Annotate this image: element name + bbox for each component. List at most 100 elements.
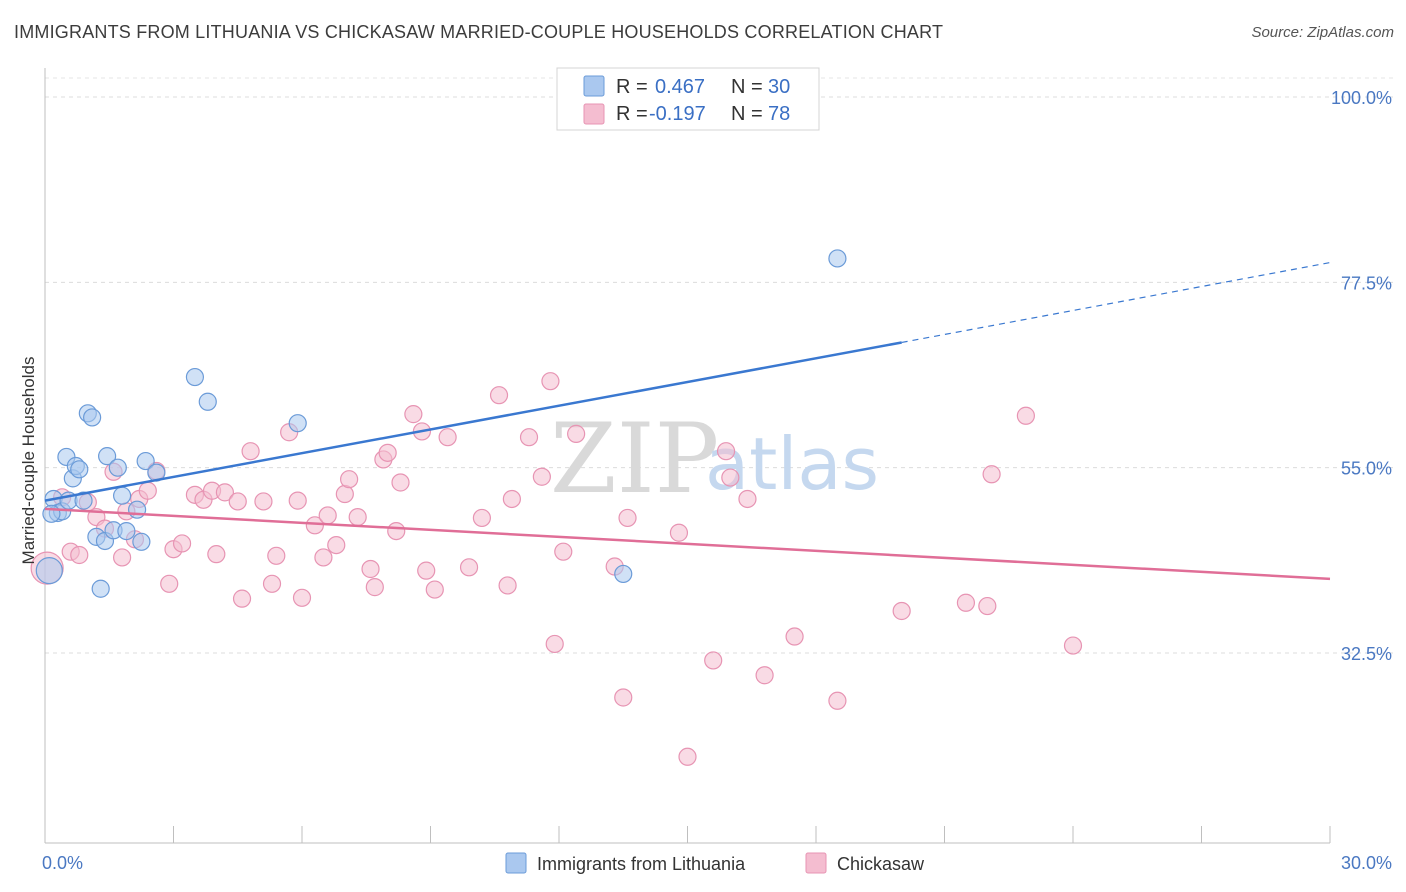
trend-lines [44, 261, 1331, 581]
chickasaw-point [785, 627, 804, 646]
lithuania-points [35, 249, 847, 598]
chickasaw-point [704, 651, 723, 670]
lithuania-point [91, 579, 110, 598]
lithuania-point [185, 367, 205, 387]
chickasaw-point [417, 561, 436, 580]
watermark-zip: ZIP [550, 403, 719, 515]
chickasaw-point [340, 470, 359, 489]
lithuania-point [828, 249, 847, 268]
chickasaw-point [138, 481, 157, 500]
chickasaw-point [618, 508, 637, 528]
legend-n-label-1: N = [731, 76, 763, 98]
chickasaw-point [721, 468, 740, 487]
legend-r-value-2: -0.197 [649, 103, 706, 125]
lithuania-trend-line [44, 341, 902, 502]
series-legend-swatch-chickasaw [805, 852, 827, 874]
chickasaw-point [267, 546, 286, 565]
chickasaw-point [228, 492, 247, 511]
chickasaw-point [489, 386, 509, 405]
correlation-legend: R = 0.467 N = 30 R = -0.197 N = 78 [556, 67, 820, 131]
chickasaw-point [545, 634, 564, 654]
chickasaw-point [828, 691, 847, 710]
chickasaw-point [498, 576, 517, 595]
chickasaw-point [438, 428, 457, 447]
series-legend-label-chickasaw: Chickasaw [837, 854, 925, 874]
legend-n-value-1: 30 [768, 76, 790, 98]
lithuania-point [132, 532, 151, 551]
x-tick-label-max: 30.0% [1341, 853, 1392, 873]
chickasaw-point [404, 405, 423, 424]
lithuania-point [614, 564, 633, 584]
lithuania-point [127, 500, 147, 519]
chickasaw-point [318, 506, 337, 525]
chickasaw-point [614, 688, 633, 707]
chickasaw-point [978, 596, 997, 616]
chickasaw-point [982, 465, 1001, 484]
chickasaw-point [207, 545, 226, 564]
series-legend: Immigrants from Lithuania Chickasaw [505, 852, 925, 874]
y-tick-label: 100.0% [1331, 88, 1392, 108]
chickasaw-point [391, 473, 410, 492]
lithuania-point [288, 414, 307, 433]
chickasaw-point [532, 467, 551, 486]
chickasaw-point [1063, 636, 1083, 655]
chickasaw-point [678, 747, 697, 766]
grid-lines [45, 77, 1395, 654]
chickasaw-point [892, 601, 911, 621]
y-tick-label: 77.5% [1341, 273, 1392, 293]
lithuania-point [112, 486, 132, 505]
lithuania-point [74, 491, 93, 510]
chickasaw-point [254, 492, 273, 511]
legend-r-label-2: R = [616, 103, 648, 125]
chickasaw-point [956, 593, 976, 612]
chickasaw-point [387, 521, 406, 541]
y-tick-label: 32.5% [1341, 644, 1392, 664]
series-legend-label-lithuania: Immigrants from Lithuania [537, 854, 746, 874]
lithuania-point [98, 447, 117, 466]
chickasaw-point [554, 542, 573, 561]
chickasaw-point [262, 574, 282, 593]
lithuania-point [35, 557, 63, 585]
chickasaw-point [378, 443, 397, 462]
chickasaw-point [160, 574, 179, 593]
lithuania-trend-extension [901, 261, 1331, 344]
watermark: ZIP atlas [550, 403, 879, 515]
chickasaw-point [669, 523, 689, 542]
chickasaw-point [738, 489, 757, 509]
chickasaw-point [472, 508, 491, 528]
lithuania-point [198, 392, 217, 411]
legend-swatch-lithuania [583, 75, 605, 97]
chickasaw-point [327, 535, 346, 555]
chickasaw-point [348, 507, 367, 527]
chart-title: IMMIGRANTS FROM LITHUANIA VS CHICKASAW M… [14, 22, 944, 42]
axes [44, 68, 1331, 844]
chickasaw-point [502, 489, 521, 509]
lithuania-point [70, 460, 89, 479]
chickasaw-point [1016, 406, 1035, 425]
chickasaw-point [567, 424, 586, 443]
x-tick-label-min: 0.0% [42, 853, 83, 873]
chickasaw-point [172, 534, 192, 553]
chickasaw-point [519, 428, 539, 447]
chickasaw-point [716, 442, 736, 461]
chickasaw-point [305, 516, 324, 535]
chickasaw-point [425, 580, 444, 599]
chickasaw-point [365, 578, 384, 597]
lithuania-point [108, 458, 127, 477]
chickasaw-point [288, 491, 307, 510]
chickasaw-trend-line [44, 507, 1331, 581]
chickasaw-point [541, 372, 560, 391]
y-tick-label: 55.0% [1341, 459, 1392, 479]
lithuania-point [83, 408, 102, 427]
legend-n-value-2: 78 [768, 103, 790, 125]
tick-labels: 32.5% 55.0% 77.5% 100.0% 0.0% 30.0% [42, 88, 1392, 873]
legend-swatch-chickasaw [583, 103, 605, 125]
chickasaw-point [112, 548, 132, 567]
chickasaw-point [292, 588, 312, 607]
chickasaw-point [459, 558, 479, 577]
source-label: Source: ZipAtlas.com [1251, 24, 1394, 41]
chickasaw-point [70, 545, 89, 565]
chickasaw-point [314, 548, 333, 567]
lithuania-point [117, 521, 136, 541]
